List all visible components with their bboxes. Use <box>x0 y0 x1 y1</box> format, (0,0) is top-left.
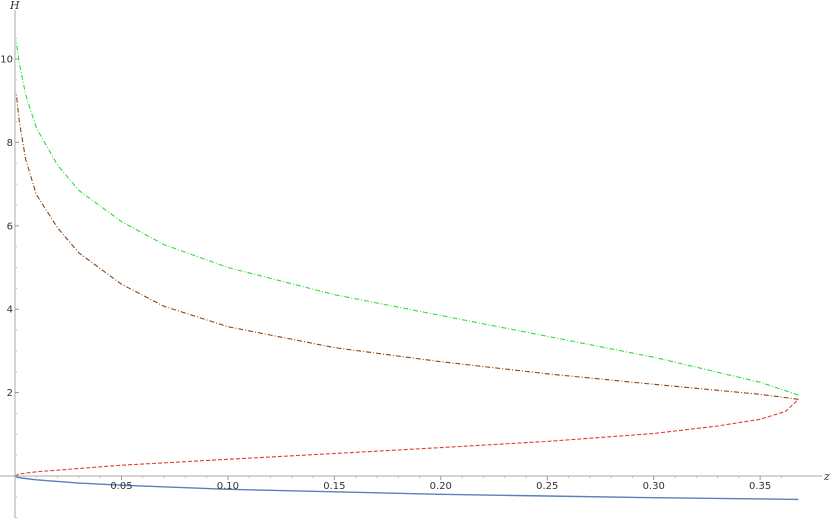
x-axis-label: z <box>823 470 830 483</box>
series-layer <box>14 40 799 501</box>
x-tick-label: 0.05 <box>110 481 132 492</box>
y-tick-label: 10 <box>0 55 13 66</box>
y-axis-label: H <box>9 0 20 12</box>
series-line-3 <box>15 92 799 400</box>
y-tick-label: 4 <box>7 305 13 316</box>
x-tick-label: 0.15 <box>323 481 345 492</box>
ticks-layer: 0.05 0.10 0.15 0.20 0.25 0.30 0.35 2 4 6 8 10 <box>0 37 782 519</box>
y-tick-label: 8 <box>7 138 13 149</box>
x-tick-label: 0.35 <box>749 481 771 492</box>
x-tick-label: 0.20 <box>430 481 452 492</box>
x-tick-label: 0.30 <box>643 481 665 492</box>
y-tick-label: 6 <box>7 221 13 232</box>
axes-layer <box>0 10 822 518</box>
series-line-1 <box>14 475 799 501</box>
x-tick-label: 0.10 <box>217 481 239 492</box>
series-line-4 <box>15 40 799 396</box>
x-tick-label: 0.25 <box>536 481 558 492</box>
series-line-2 <box>14 398 799 477</box>
y-tick-label: 2 <box>7 388 13 399</box>
